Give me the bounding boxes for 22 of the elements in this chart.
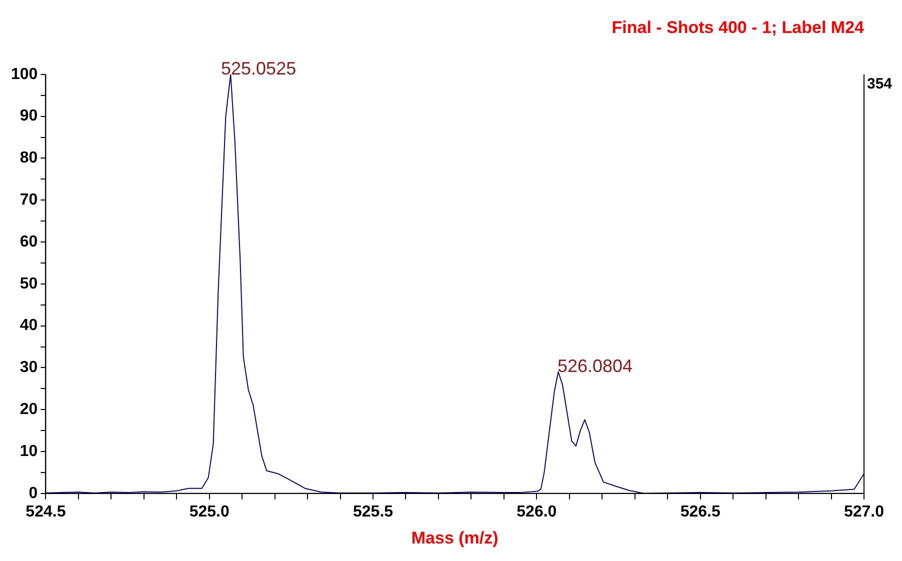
y-tick-label: 40 — [20, 317, 38, 334]
y-tick-label: 20 — [20, 401, 38, 418]
chart-title: Final - Shots 400 - 1; Label M24 — [612, 18, 865, 37]
annotation: 525.0525 — [221, 58, 296, 78]
y-tick-label: 0 — [28, 484, 38, 502]
y-tick-label: 80 — [20, 150, 38, 167]
y-tick-label: 50 — [20, 275, 38, 292]
text: 354 — [867, 76, 893, 93]
y-tick-label: 100 — [10, 66, 38, 83]
y-tick-label: 30 — [20, 359, 38, 376]
x-tick-label: 526.0 — [516, 503, 557, 520]
y-tick-label: 60 — [20, 233, 38, 250]
y-tick-label: 90 — [20, 108, 38, 125]
y-tick-label: 10 — [20, 442, 38, 460]
x-tick-label: 526.5 — [680, 503, 720, 520]
x-tick-label: 525.5 — [352, 503, 394, 520]
x-tick-label: 527.0 — [844, 503, 884, 520]
x-tick-label: 525.0 — [189, 503, 230, 520]
x-tick-label: 524.5 — [26, 503, 66, 520]
y-tick-label: 70 — [20, 192, 38, 209]
annotation: 526.0804 — [557, 356, 633, 376]
x-axis-title: Mass (m/z) — [411, 528, 498, 548]
